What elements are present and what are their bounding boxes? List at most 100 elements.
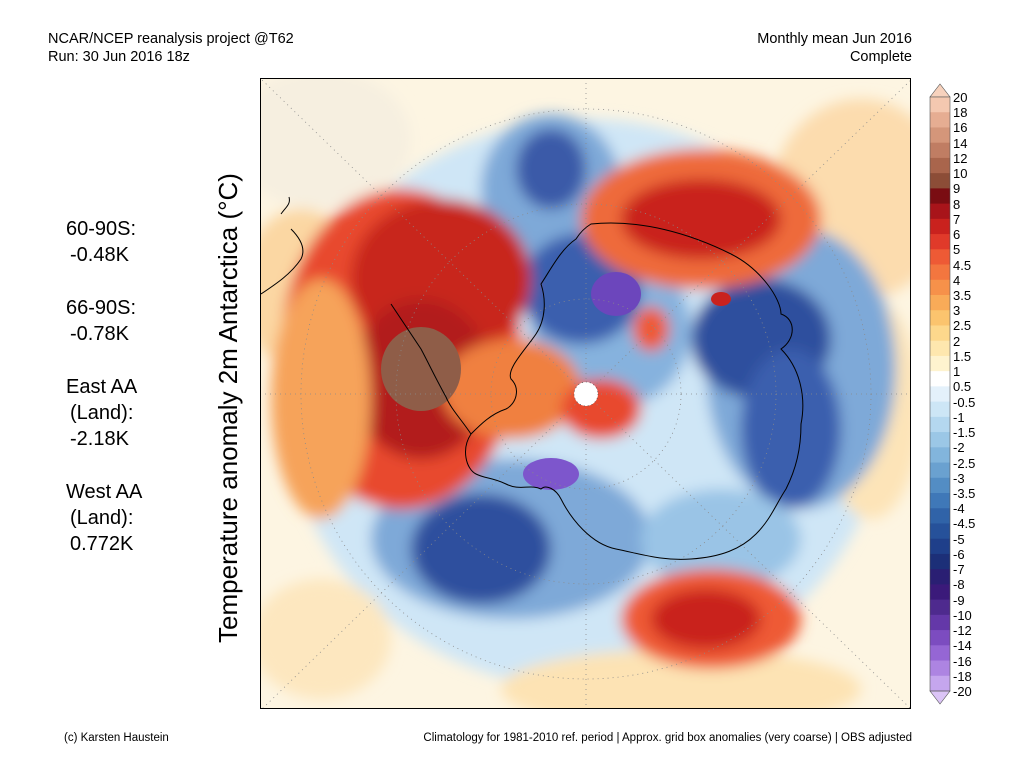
stat-label: 66-90S: (66, 297, 137, 319)
colorbar-band (930, 599, 950, 616)
colorbar-tick-label: 8 (953, 196, 961, 212)
period-info: Monthly mean Jun 2016 Complete (757, 30, 912, 66)
colorbar-tick-label: -4 (953, 501, 965, 517)
colorbar-tick-label: -9 (953, 592, 965, 608)
antarctic-peninsula-coastline (390, 303, 472, 435)
stat-value: 0.772K (70, 533, 134, 555)
colorbar-tick-label: -7 (953, 562, 965, 578)
colorbar-tick-label: 20 (953, 90, 968, 105)
anomaly-map (260, 78, 911, 709)
colorbar-band (930, 249, 950, 265)
south-america-coastline (261, 196, 304, 295)
footnote: Climatology for 1981-2010 ref. period | … (423, 732, 912, 744)
stat-value: -2.18K (70, 428, 129, 450)
colorbar-band (930, 569, 950, 585)
peak-warm-region (381, 327, 461, 411)
colorbar-tick-label: 6 (953, 227, 961, 243)
colorbar-tick-label: 14 (953, 135, 968, 151)
colorbar-band (930, 295, 950, 311)
cold-pocket-west (523, 458, 579, 490)
warm-spot (711, 292, 731, 306)
colorbar-band (930, 310, 950, 326)
colorbar-band (930, 371, 950, 387)
colorbar-band (930, 538, 950, 555)
colorbar-tick-label: 0.5 (953, 379, 972, 395)
colorbar-band (930, 447, 950, 463)
colorbar-tick-label: -10 (953, 607, 972, 623)
colorbar-band (930, 432, 950, 448)
colorbar-tick-label: 7 (953, 211, 961, 227)
stat-value: -0.48K (70, 244, 129, 266)
stat-west-aa: West AA (Land): 0.772K (66, 479, 216, 557)
colorbar-band (930, 508, 950, 524)
colorbar-tick-label: -20 (953, 684, 972, 699)
stats-panel: 60-90S: -0.48K 66-90S: -0.78K East AA (L… (66, 216, 216, 584)
colorbar-tick-label: 2 (953, 333, 961, 349)
colorbar-tick-label: -12 (953, 623, 972, 639)
colorbar-tick-label: -0.5 (953, 394, 976, 410)
colorbar-band (930, 660, 950, 677)
colorbar-band (930, 188, 950, 205)
colorbar-tick-label: -14 (953, 638, 972, 654)
colorbar-band (930, 614, 950, 631)
colorbar-band (930, 340, 950, 357)
colorbar-svg (929, 83, 951, 705)
colorbar-tick-label: 1.5 (953, 348, 972, 364)
stat-label: East AA (66, 376, 138, 398)
pole-marker-outline (573, 381, 599, 407)
period-line-2: Complete (849, 49, 912, 65)
colorbar-tick-label: -2 (953, 440, 965, 456)
colorbar-band (930, 401, 950, 418)
colorbar-tick-label: -6 (953, 546, 965, 562)
colorbar-tick-label: 1 (953, 364, 961, 380)
colorbar-tick-label: 9 (953, 181, 961, 197)
stat-66-90s: 66-90S: -0.78K (66, 295, 216, 347)
colorbar-band (930, 386, 950, 403)
colorbar-tick-label: 4 (953, 272, 961, 288)
colorbar-top-cap (929, 83, 951, 98)
period-line-1: Monthly mean Jun 2016 (757, 31, 912, 47)
colorbar-tick-label: 18 (953, 105, 968, 121)
colorbar-tick-label: 4.5 (953, 257, 972, 273)
antarctica-coastline (465, 222, 804, 560)
colorbar-tick-label: -1.5 (953, 425, 976, 441)
colorbar-tick-label: 10 (953, 166, 968, 182)
colorbar (929, 83, 951, 705)
colorbar-band (930, 645, 950, 661)
colorbar-band (930, 553, 950, 570)
colorbar-band (930, 416, 950, 433)
colorbar-tick-label: -1 (953, 409, 965, 425)
colorbar-tick-label: -16 (953, 653, 972, 669)
colorbar-tick-label: 3.5 (953, 288, 972, 303)
south-pole-marker (574, 382, 598, 406)
colorbar-tick-label: -4.5 (953, 516, 976, 532)
map-title: NCAR/NCEP reanalysis project @T62 Run: 3… (48, 30, 294, 66)
colorbar-band (930, 462, 950, 479)
colorbar-band (930, 264, 950, 281)
stat-sublabel: (Land): (70, 507, 134, 529)
stat-60-90s: 60-90S: -0.48K (66, 216, 216, 268)
colorbar-tick-label: -2.5 (953, 455, 976, 471)
colorbar-band (930, 127, 950, 144)
colorbar-band (930, 523, 950, 540)
colorbar-band (930, 157, 950, 174)
colorbar-tick-label: 5 (953, 242, 961, 258)
colorbar-band (930, 97, 950, 113)
graticule (261, 79, 910, 708)
colorbar-band (930, 477, 950, 494)
stat-sublabel: (Land): (70, 402, 134, 424)
colorbar-band (930, 493, 950, 509)
colorbar-band (930, 355, 950, 372)
colorbar-band (930, 630, 950, 646)
colorbar-tick-label: -8 (953, 577, 965, 593)
colorbar-tick-label: 16 (953, 120, 968, 136)
colorbar-band (930, 325, 950, 342)
colorbar-tick-label: -18 (953, 668, 972, 684)
colorbar-tick-label: 2.5 (953, 318, 972, 334)
y-axis-label: Temperature anomaly 2m Antarctica (°C) (213, 173, 243, 643)
colorbar-band (930, 112, 950, 128)
colorbar-tick-label: -3 (953, 470, 965, 486)
colorbar-frame (929, 96, 951, 692)
colorbar-band (930, 142, 950, 159)
colorbar-bottom-cap (929, 690, 951, 705)
